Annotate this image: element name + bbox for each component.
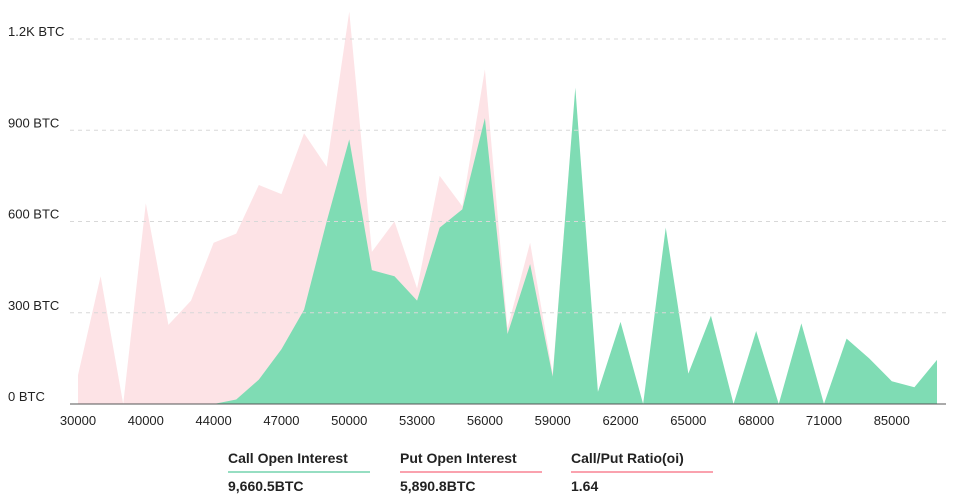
stat-value: 5,890.8BTC — [400, 478, 475, 494]
x-tick-label: 53000 — [399, 413, 435, 428]
stat-label: Call Open Interest — [228, 450, 348, 466]
stat-label: Call/Put Ratio(oi) — [571, 450, 684, 466]
x-tick-label: 59000 — [535, 413, 571, 428]
y-tick-label: 1.2K BTC — [8, 24, 64, 39]
y-tick-label: 300 BTC — [8, 298, 59, 313]
x-tick-label: 40000 — [128, 413, 164, 428]
x-tick-label: 50000 — [331, 413, 367, 428]
y-tick-label: 0 BTC — [8, 389, 45, 404]
x-tick-label: 56000 — [467, 413, 503, 428]
x-tick-label: 44000 — [196, 413, 232, 428]
area — [78, 11, 937, 404]
stat-value: 9,660.5BTC — [228, 478, 303, 494]
y-tick-label: 600 BTC — [8, 207, 59, 222]
y-tick-label: 900 BTC — [8, 115, 59, 130]
area — [78, 87, 937, 405]
stat-value: 1.64 — [571, 478, 598, 494]
x-tick-label: 68000 — [738, 413, 774, 428]
x-tick-label: 71000 — [806, 413, 842, 428]
stat-label: Put Open Interest — [400, 450, 517, 466]
x-tick-label: 62000 — [602, 413, 638, 428]
x-tick-label: 47000 — [263, 413, 299, 428]
x-tick-label: 65000 — [670, 413, 706, 428]
x-tick-label: 30000 — [60, 413, 96, 428]
x-tick-label: 85000 — [874, 413, 910, 428]
